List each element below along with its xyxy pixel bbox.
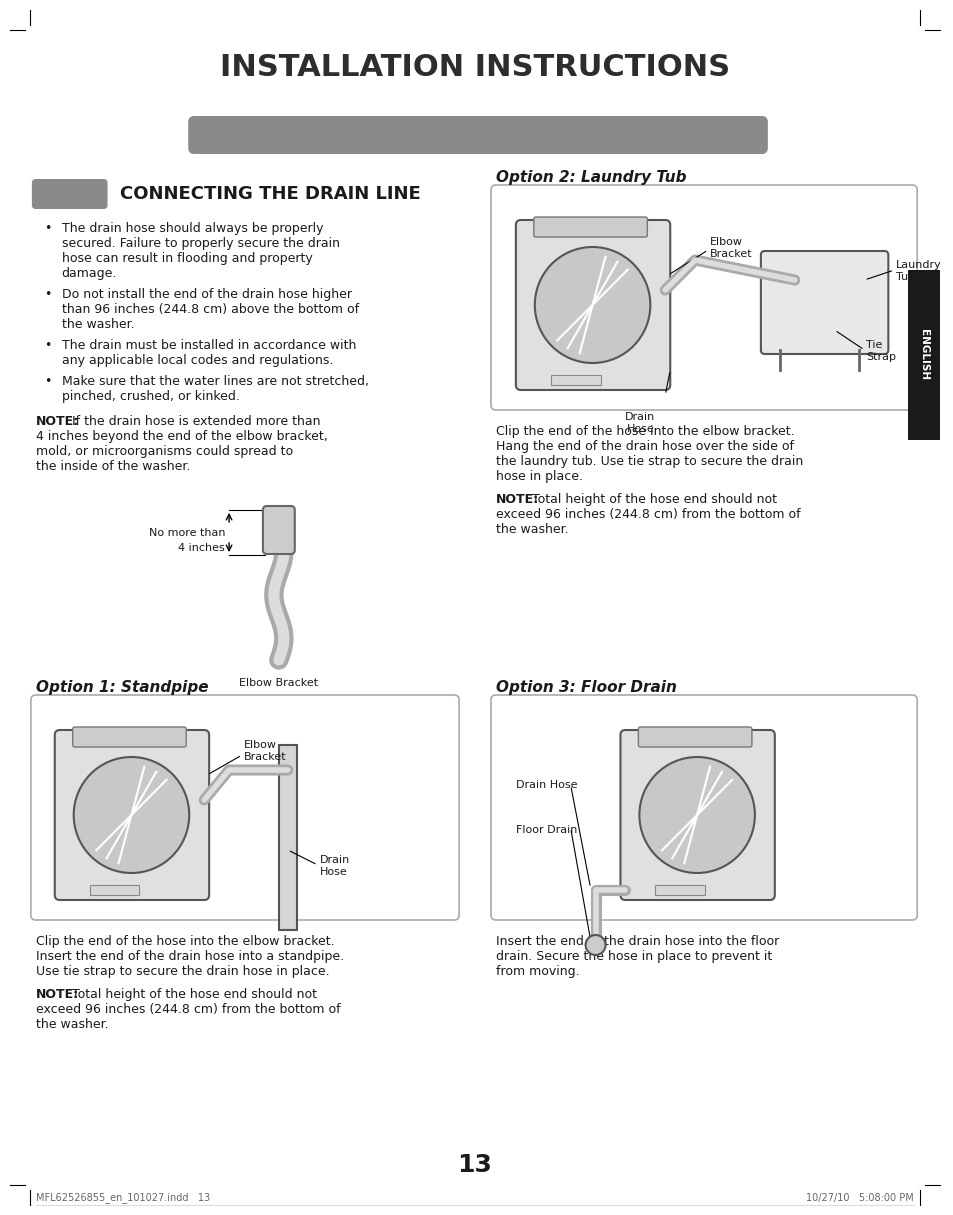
Text: exceed 96 inches (244.8 cm) from the bottom of: exceed 96 inches (244.8 cm) from the bot… (36, 1004, 340, 1016)
Text: •: • (45, 288, 51, 301)
Text: NOTE:: NOTE: (36, 988, 79, 1001)
Text: Elbow
Bracket: Elbow Bracket (244, 740, 286, 762)
FancyBboxPatch shape (907, 270, 939, 440)
FancyBboxPatch shape (491, 185, 916, 409)
Text: NOTE:: NOTE: (496, 493, 538, 505)
FancyBboxPatch shape (263, 505, 294, 554)
Text: NOTE:: NOTE: (36, 416, 79, 428)
Text: Option 1: Standpipe: Option 1: Standpipe (36, 680, 209, 695)
Text: secured. Failure to properly secure the drain: secured. Failure to properly secure the … (62, 237, 339, 250)
Text: Total height of the hose end should not: Total height of the hose end should not (68, 988, 316, 1001)
Text: 13: 13 (457, 1153, 492, 1177)
Text: Option 3: Floor Drain: Option 3: Floor Drain (496, 680, 676, 695)
FancyBboxPatch shape (619, 730, 774, 900)
Text: MFL62526855_en_101027.indd   13: MFL62526855_en_101027.indd 13 (36, 1193, 210, 1203)
Text: ENGLISH: ENGLISH (919, 329, 928, 380)
Text: Clip the end of the hose into the elbow bracket.: Clip the end of the hose into the elbow … (496, 425, 794, 437)
Text: Total height of the hose end should not: Total height of the hose end should not (527, 493, 776, 505)
Text: •: • (45, 222, 51, 234)
Text: mold, or microorganisms could spread to: mold, or microorganisms could spread to (36, 445, 293, 458)
Text: Use tie strap to secure the drain hose in place.: Use tie strap to secure the drain hose i… (36, 965, 329, 978)
Text: 4 inches beyond the end of the elbow bracket,: 4 inches beyond the end of the elbow bra… (36, 430, 327, 443)
Text: the washer.: the washer. (36, 1018, 109, 1032)
Text: The drain must be installed in accordance with: The drain must be installed in accordanc… (62, 339, 355, 352)
Text: hose can result in flooding and property: hose can result in flooding and property (62, 252, 313, 265)
Text: •: • (45, 375, 51, 388)
Text: •: • (45, 339, 51, 352)
Text: any applicable local codes and regulations.: any applicable local codes and regulatio… (62, 354, 333, 367)
Text: 10/27/10   5:08:00 PM: 10/27/10 5:08:00 PM (805, 1193, 913, 1203)
Bar (550, 375, 599, 385)
Text: The drain hose should always be properly: The drain hose should always be properly (62, 222, 323, 234)
FancyBboxPatch shape (638, 727, 751, 747)
Circle shape (639, 757, 754, 874)
Text: Clip the end of the hose into the elbow bracket.: Clip the end of the hose into the elbow … (36, 936, 335, 948)
Text: from moving.: from moving. (496, 965, 579, 978)
Circle shape (585, 936, 605, 955)
Text: Drain
Hose: Drain Hose (624, 412, 655, 434)
Text: than 96 inches (244.8 cm) above the bottom of: than 96 inches (244.8 cm) above the bott… (62, 303, 358, 316)
FancyBboxPatch shape (31, 179, 108, 209)
Text: If the drain hose is extended more than: If the drain hose is extended more than (68, 416, 320, 428)
Bar (278, 745, 296, 929)
Text: INSTALLATION INSTRUCTIONS: INSTALLATION INSTRUCTIONS (220, 53, 729, 83)
Text: Laundry
Tub: Laundry Tub (896, 260, 941, 282)
Text: the washer.: the washer. (62, 318, 134, 330)
Text: drain. Secure the hose in place to prevent it: drain. Secure the hose in place to preve… (496, 950, 771, 963)
FancyBboxPatch shape (30, 695, 458, 920)
Text: the inside of the washer.: the inside of the washer. (36, 460, 190, 473)
Text: Floor Drain: Floor Drain (516, 825, 577, 835)
Text: No more than: No more than (149, 529, 225, 538)
Text: hose in place.: hose in place. (496, 470, 582, 484)
FancyBboxPatch shape (54, 730, 209, 900)
Text: Hang the end of the drain hose over the side of: Hang the end of the drain hose over the … (496, 440, 793, 453)
Text: Make sure that the water lines are not stretched,: Make sure that the water lines are not s… (62, 375, 369, 388)
FancyBboxPatch shape (72, 727, 186, 747)
Text: Do not install the end of the drain hose higher: Do not install the end of the drain hose… (62, 288, 352, 301)
FancyBboxPatch shape (760, 252, 887, 354)
FancyBboxPatch shape (188, 115, 767, 154)
Text: CONNECTING THE DRAIN LINE: CONNECTING THE DRAIN LINE (119, 185, 420, 203)
Text: Option 2: Laundry Tub: Option 2: Laundry Tub (496, 170, 686, 185)
Text: the laundry tub. Use tie strap to secure the drain: the laundry tub. Use tie strap to secure… (496, 454, 802, 468)
Text: Tie
Strap: Tie Strap (865, 340, 896, 362)
Text: pinched, crushed, or kinked.: pinched, crushed, or kinked. (62, 390, 239, 403)
Text: 4 inches: 4 inches (178, 543, 225, 553)
Text: Drain Hose: Drain Hose (516, 780, 577, 790)
Text: Elbow
Bracket: Elbow Bracket (709, 237, 752, 259)
Text: Elbow Bracket: Elbow Bracket (239, 678, 318, 688)
Bar (655, 885, 704, 895)
Text: the washer.: the washer. (496, 522, 568, 536)
Text: Insert the end of the drain hose into a standpipe.: Insert the end of the drain hose into a … (36, 950, 344, 963)
Circle shape (535, 247, 650, 363)
Text: Drain
Hose: Drain Hose (319, 855, 350, 876)
FancyBboxPatch shape (491, 695, 916, 920)
Text: Insert the end of the drain hose into the floor: Insert the end of the drain hose into th… (496, 936, 779, 948)
Circle shape (73, 757, 189, 874)
Text: damage.: damage. (62, 267, 117, 279)
FancyBboxPatch shape (516, 220, 670, 390)
FancyBboxPatch shape (534, 217, 647, 237)
Bar (90, 885, 139, 895)
Text: exceed 96 inches (244.8 cm) from the bottom of: exceed 96 inches (244.8 cm) from the bot… (496, 508, 800, 521)
